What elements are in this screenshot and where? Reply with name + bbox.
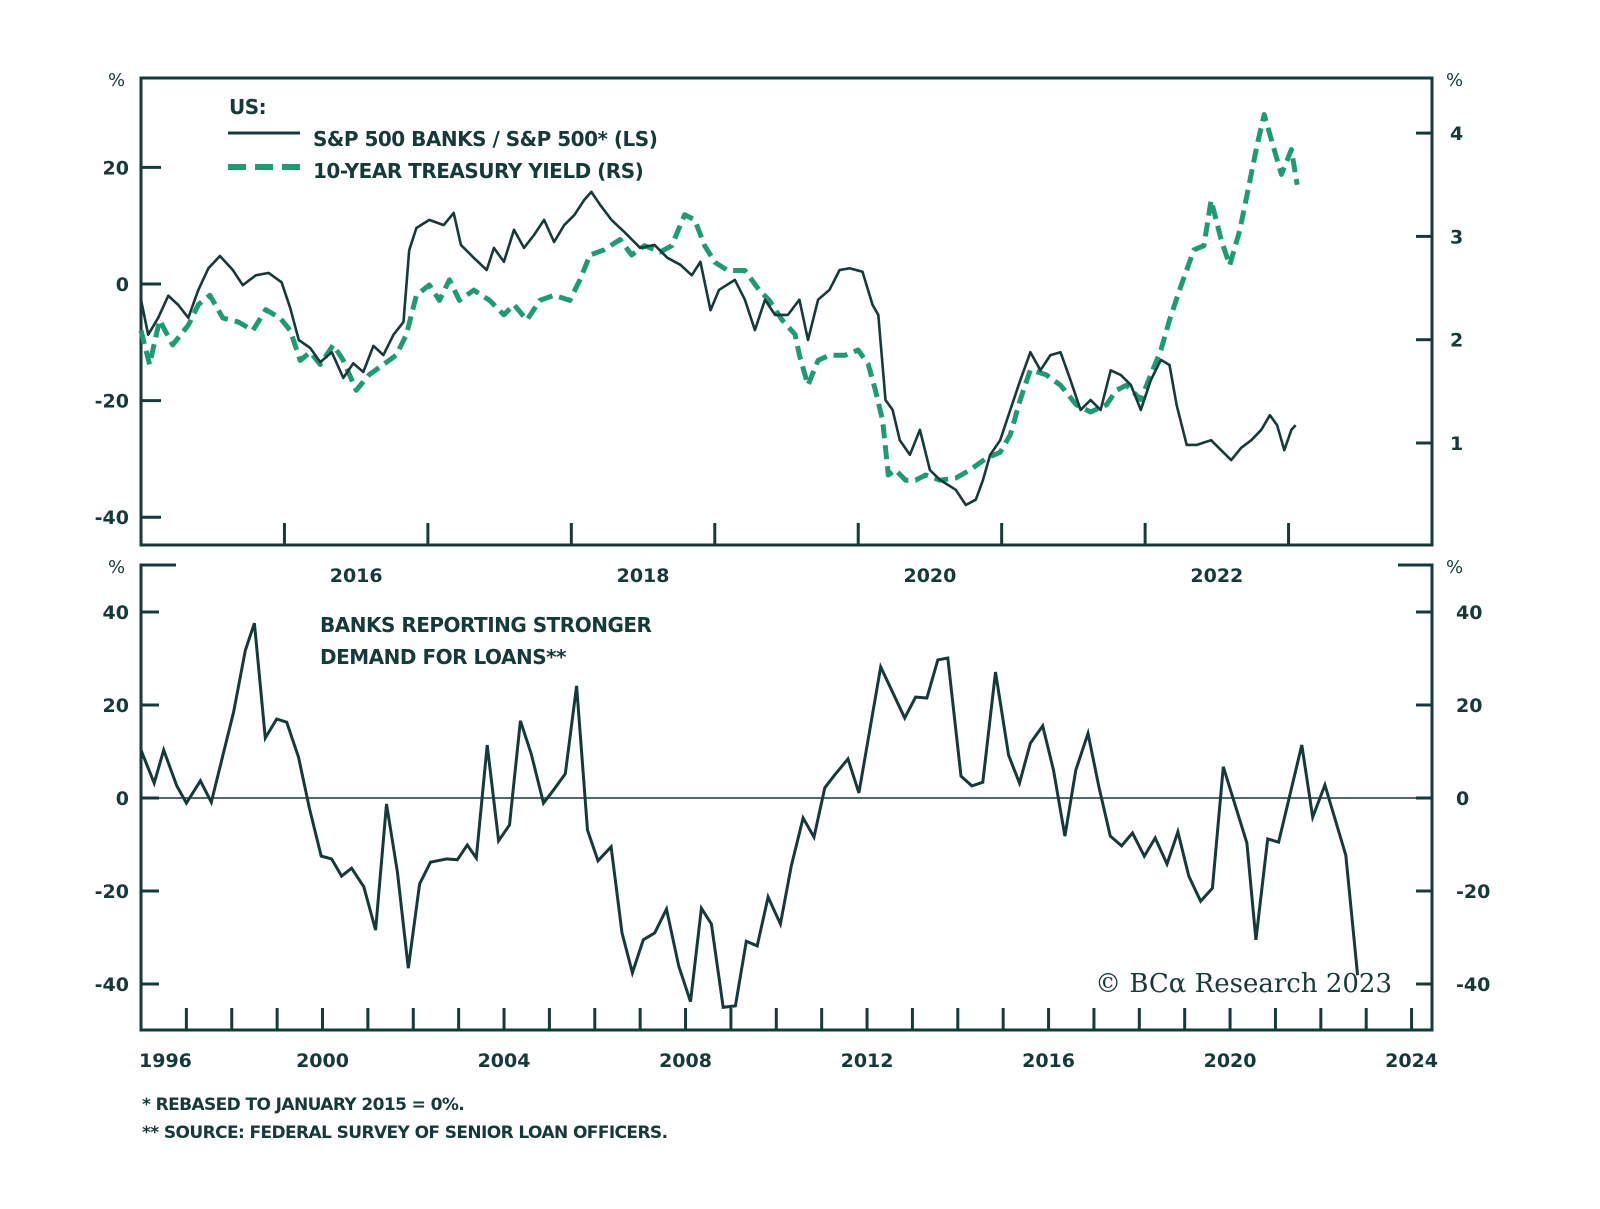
bottom-series-group: [139, 622, 1360, 1009]
left-tick-label: -40: [95, 507, 129, 529]
x-tick-label: 2004: [478, 1050, 531, 1072]
right-tick-label: 3: [1450, 226, 1463, 248]
x-tick-label: 2012: [841, 1050, 894, 1072]
top-left-unit-label: %: [108, 70, 125, 91]
top-series-group: [138, 112, 1300, 507]
bottom-x-axis-ticks: 1996 2000 2004 2008 2012 2016 2020 2024: [139, 1008, 1438, 1072]
right-tick-label: -20: [1456, 881, 1490, 903]
bottom-left-unit-label: %: [108, 557, 125, 578]
x-tick-label: 2020: [1204, 1050, 1257, 1072]
footnote-2: ** SOURCE: FEDERAL SURVEY OF SENIOR LOAN…: [142, 1123, 667, 1143]
bottom-left-axis-ticks: 40 20 0 -20 -40: [95, 602, 159, 996]
left-tick-label: -40: [95, 974, 129, 996]
left-tick-label: 0: [116, 788, 129, 810]
bottom-right-unit-label: %: [1446, 557, 1463, 578]
annotation-line-2: DEMAND FOR LOANS**: [320, 645, 567, 669]
right-tick-label: 40: [1456, 602, 1482, 624]
legend-label-treasury: 10-YEAR TREASURY YIELD (RS): [313, 159, 643, 183]
top-plot-frame: [139, 76, 1434, 547]
x-tick-label: 1996: [139, 1050, 192, 1072]
x-tick-label: 2022: [1190, 565, 1243, 587]
legend-label-banks: S&P 500 BANKS / S&P 500* (LS): [313, 127, 657, 151]
right-tick-label: 1: [1450, 433, 1463, 455]
legend: US: S&P 500 BANKS / S&P 500* (LS) 10-YEA…: [228, 95, 658, 183]
top-left-axis-ticks: 20 0 -20 -40: [95, 157, 161, 529]
left-tick-label: 20: [103, 695, 129, 717]
banks-ratio-line: [139, 190, 1297, 507]
right-tick-label: -40: [1456, 974, 1490, 996]
left-tick-label: 20: [103, 157, 129, 179]
loan-demand-line: [139, 622, 1360, 1009]
bottom-plot-frame: [139, 563, 1434, 1032]
right-tick-label: 2: [1450, 330, 1463, 352]
top-right-unit-label: %: [1446, 70, 1463, 91]
x-tick-label: 2016: [1022, 1050, 1075, 1072]
footnote-1: * REBASED TO JANUARY 2015 = 0%.: [142, 1095, 464, 1115]
top-panel: % % 20 0 -20 -40 4 3 2 1 2016 2018 2020 2022 US: …: [95, 70, 1464, 587]
x-tick-label: 2016: [330, 565, 383, 587]
x-tick-label: 2018: [617, 565, 670, 587]
legend-title: US:: [229, 95, 266, 119]
left-tick-label: 40: [103, 602, 129, 624]
x-tick-label: 2020: [903, 565, 956, 587]
bottom-panel: % % 40 20 0 -20 -40 40 20 0 -20 -40 1996 2000 2004…: [95, 557, 1491, 1072]
left-tick-label: -20: [95, 881, 129, 903]
copyright-watermark: © BCα Research 2023: [1095, 969, 1392, 999]
right-tick-label: 0: [1456, 788, 1469, 810]
x-tick-label: 2008: [659, 1050, 712, 1072]
left-tick-label: 0: [116, 274, 129, 296]
x-tick-label: 2000: [296, 1050, 349, 1072]
top-x-axis-ticks: 2016 2018 2020 2022: [282, 523, 1291, 587]
right-tick-label: 20: [1456, 695, 1482, 717]
treasury-yield-line: [138, 112, 1300, 483]
annotation-line-1: BANKS REPORTING STRONGER: [320, 613, 652, 637]
x-tick-label: 2024: [1385, 1050, 1438, 1072]
right-tick-label: 4: [1450, 123, 1463, 145]
top-right-axis-ticks: 4 3 2 1: [1416, 123, 1463, 455]
bottom-right-axis-ticks: 40 20 0 -20 -40: [1416, 602, 1490, 996]
left-tick-label: -20: [95, 391, 129, 413]
